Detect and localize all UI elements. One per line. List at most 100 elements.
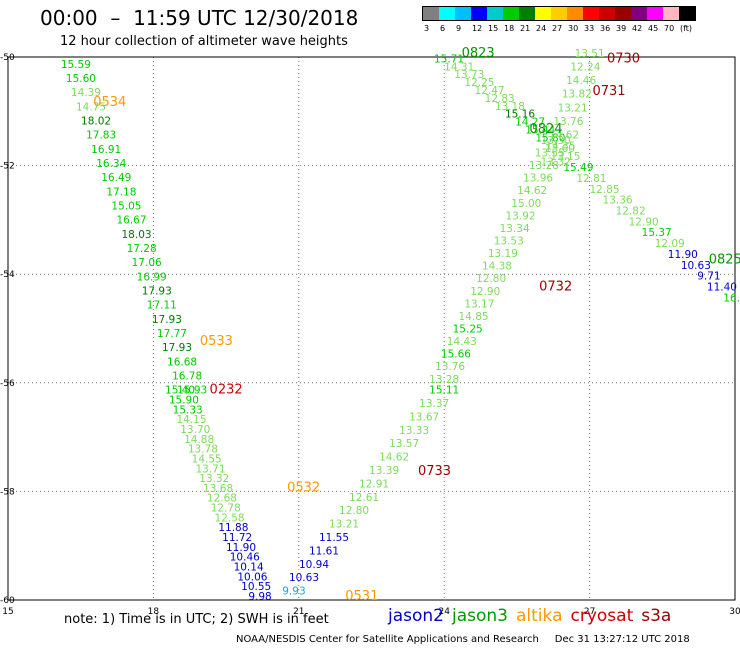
pass-time-label: 0534 <box>93 95 126 110</box>
color-scale-swatch <box>439 7 455 20</box>
wave-height-value: 11.40 <box>707 281 737 293</box>
color-scale-swatch <box>567 7 583 20</box>
wave-height-value: 14.31 <box>444 61 474 73</box>
pass-time-label: 0532 <box>287 480 320 495</box>
wave-height-value: 13.67 <box>409 411 439 423</box>
wave-height-value: 14.55 <box>192 453 222 465</box>
wave-height-value: 13.70 <box>180 424 210 436</box>
wave-height-value: 15.44 <box>525 125 555 137</box>
wave-height-value: 13.78 <box>188 444 218 456</box>
color-scale-label: 39 <box>616 24 627 33</box>
color-scale-labels: 3 6 9 12 15 18 21 24 27 30 33 36 39 42 45 70 (ft) <box>422 24 696 36</box>
wave-height-value: 13.92 <box>505 210 535 222</box>
wave-height-value: 12.81 <box>576 173 606 185</box>
wave-height-value: 12.47 <box>475 85 505 97</box>
wave-height-value: 15.40 <box>165 385 195 397</box>
color-scale-label: (ft) <box>680 24 693 33</box>
pass-time-label: 0733 <box>418 464 451 479</box>
plot-frame <box>7 56 736 601</box>
wave-height-value: 14.27 <box>515 117 545 129</box>
wave-height-value: 15.33 <box>173 404 203 416</box>
color-scale-label: 21 <box>520 24 531 33</box>
wave-height-value: 15.00 <box>511 198 541 210</box>
wave-height-value: 11.55 <box>319 532 349 544</box>
wave-height-value: 12.82 <box>616 205 646 217</box>
wave-height-value: 13.15 <box>550 151 580 163</box>
wave-height-value: 17.93 <box>162 342 192 354</box>
wave-height-value: 16.78 <box>172 370 202 382</box>
wave-height-value: 15.80 <box>535 132 565 144</box>
wave-height-value: 15.05 <box>111 201 141 213</box>
wave-height-value: 13.57 <box>389 438 419 450</box>
wave-height-value: 13.55 <box>535 147 565 159</box>
wave-height-value: 14.62 <box>517 185 547 197</box>
wave-height-value: 14.15 <box>176 414 206 426</box>
wave-height-value: 12.78 <box>211 503 241 515</box>
color-scale-bar: 3 6 9 12 15 18 21 24 27 30 33 36 39 42 45 70 (ft) <box>422 6 696 36</box>
color-scale-swatch <box>519 7 535 20</box>
color-scale-label: 9 <box>456 24 462 33</box>
pass-time-label: 0824 <box>529 122 562 137</box>
wave-height-value: 16.49 <box>101 172 131 184</box>
legend-entry: cryosat <box>570 606 634 626</box>
wave-height-value: 12.90 <box>629 216 659 228</box>
pass-time-label: 0732 <box>539 279 572 294</box>
wave-height-value: 18.03 <box>122 229 152 241</box>
color-scale-label: 3 <box>424 24 430 33</box>
wave-height-value: 12.58 <box>215 512 245 524</box>
wave-height-value: 12.85 <box>589 184 619 196</box>
wave-height-value: 12.91 <box>359 478 389 490</box>
wave-height-value: 12.90 <box>470 286 500 298</box>
color-scale-swatch <box>423 7 439 20</box>
color-scale-label: 15 <box>488 24 499 33</box>
color-scale-label: 42 <box>632 24 643 33</box>
legend-entry: s3a <box>641 606 672 626</box>
wave-height-value: 13.76 <box>435 361 465 373</box>
wave-height-value: 14.46 <box>566 75 596 87</box>
x-tick-label: 27 <box>584 607 595 617</box>
wave-height-value: 11.90 <box>226 542 256 554</box>
wave-height-value: 15.60 <box>66 73 96 85</box>
color-scale-swatch <box>599 7 615 20</box>
wave-height-value: 13.71 <box>195 463 225 475</box>
wave-height-value: 13.68 <box>203 483 233 495</box>
wave-height-value: 10.55 <box>241 581 271 593</box>
wave-height-value: 17.83 <box>86 130 116 142</box>
y-tick-label: -58 <box>0 487 15 497</box>
wave-height-value: 16.34 <box>96 158 126 170</box>
wave-height-value: 13.21 <box>558 102 588 114</box>
x-tick-label: 18 <box>148 607 160 617</box>
wave-height-value: 13.37 <box>419 398 449 410</box>
wave-height-value: 16.67 <box>116 215 146 227</box>
color-scale-swatch <box>471 7 487 20</box>
wave-height-value: 15.37 <box>642 227 672 239</box>
pass-time-label: 0531 <box>345 589 378 604</box>
wave-height-value: 12.80 <box>476 273 506 285</box>
wave-height-value: 9.71 <box>697 271 720 283</box>
color-scale-swatch <box>455 7 471 20</box>
wave-height-value: 13.33 <box>399 425 429 437</box>
y-tick-label: -56 <box>0 379 15 389</box>
x-tick-label: 30 <box>729 607 740 617</box>
wave-height-value: 13.32 <box>541 157 571 169</box>
color-scale-label: 45 <box>648 24 659 33</box>
wave-height-value: 16.99 <box>137 271 167 283</box>
wave-height-value: 12.09 <box>655 238 685 250</box>
wave-height-value: 13.53 <box>494 235 524 247</box>
wave-height-value: 11.72 <box>222 532 252 544</box>
color-scale-label: 6 <box>440 24 446 33</box>
wave-height-value: 14.43 <box>447 336 477 348</box>
color-scale-swatch <box>551 7 567 20</box>
wave-height-value: 13.30 <box>541 135 571 147</box>
wave-height-value: 14.35 <box>545 140 575 152</box>
color-scale-swatch <box>631 7 647 20</box>
wave-height-value: 13.36 <box>603 195 633 207</box>
y-tick-label: -50 <box>0 53 15 63</box>
wave-height-value: 11.88 <box>218 522 248 534</box>
footnote: note: 1) Time is in UTC; 2) SWH is in fe… <box>64 612 329 627</box>
wave-height-value: 17.06 <box>132 257 162 269</box>
wave-height-value: 12.25 <box>464 77 494 89</box>
wave-height-value: 14.85 <box>459 311 489 323</box>
wave-height-value: 16.0 <box>723 292 740 304</box>
